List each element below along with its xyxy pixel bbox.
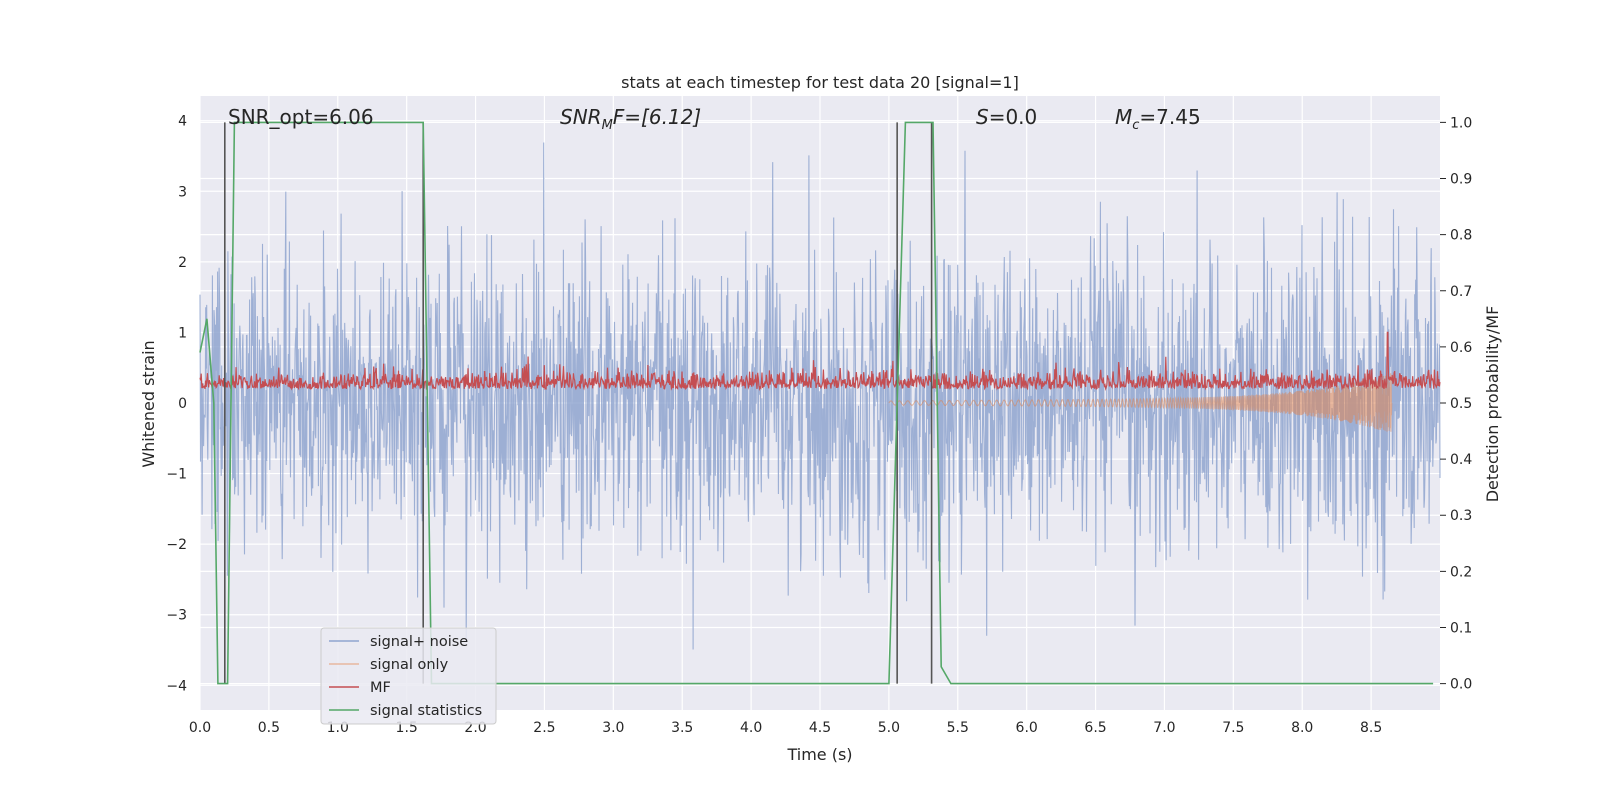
y-tick-label: 2 bbox=[178, 255, 187, 271]
mf-line bbox=[199, 331, 1441, 392]
x-tick-label: 7.5 bbox=[1222, 720, 1244, 736]
y2-tick-label: 0.8 bbox=[1450, 228, 1472, 244]
legend: signal+ noise signal only MF signal stat… bbox=[320, 627, 497, 725]
legend-label-signal-only: signal only bbox=[370, 657, 449, 673]
x-tick-label: 8.5 bbox=[1360, 720, 1382, 736]
mf-series bbox=[199, 331, 1441, 392]
y2-tick-label: 0.1 bbox=[1450, 620, 1472, 636]
y2-tick-label: 0.3 bbox=[1450, 508, 1472, 524]
x-tick-label: 5.5 bbox=[947, 720, 969, 736]
signal-only-series bbox=[888, 373, 1393, 432]
y2-tick-label: 0.5 bbox=[1450, 396, 1472, 412]
x-tick-label: 4.0 bbox=[740, 720, 762, 736]
y2-tick-label: 0.0 bbox=[1450, 677, 1472, 693]
chart-title: stats at each timestep for test data 20 … bbox=[621, 73, 1019, 92]
x-axis-label: Time (s) bbox=[786, 745, 852, 764]
x-tick-label: 5.0 bbox=[878, 720, 900, 736]
annotation-s: S=0.0 bbox=[976, 105, 1037, 129]
y2-tick-label: 1.0 bbox=[1450, 115, 1472, 131]
y2-tick-label: 0.7 bbox=[1450, 284, 1472, 300]
legend-label-signal-noise: signal+ noise bbox=[370, 634, 468, 650]
x-tick-label: 0.5 bbox=[258, 720, 280, 736]
x-tick-label: 4.5 bbox=[809, 720, 831, 736]
y2-tick-label: 0.9 bbox=[1450, 172, 1472, 188]
y-tick-label: 0 bbox=[178, 396, 187, 412]
x-tick-label: 0.0 bbox=[189, 720, 211, 736]
y2-tick-label: 0.4 bbox=[1450, 452, 1472, 468]
signal-only-line bbox=[888, 373, 1393, 432]
y-tick-label: 1 bbox=[178, 325, 187, 341]
x-tick-label: 8.0 bbox=[1291, 720, 1313, 736]
y-tick-label: −2 bbox=[166, 537, 187, 553]
x-tick-label: 6.0 bbox=[1016, 720, 1038, 736]
annotation-mc: Mc=7.45 bbox=[1115, 105, 1201, 133]
y-tick-label: 3 bbox=[178, 184, 187, 200]
legend-label-signal-statistics: signal statistics bbox=[370, 703, 482, 719]
y2-tick-label: 0.6 bbox=[1450, 340, 1472, 356]
annotation-snr-mf: SNRMF=[6.12] bbox=[560, 105, 701, 133]
y-axis-label: Whitened strain bbox=[139, 340, 158, 467]
signal-noise-series bbox=[199, 142, 1441, 650]
y2-axis-ticks: 1.0 0.9 0.8 0.7 0.6 0.5 0.4 0.3 0.2 0.1 0.0 bbox=[1440, 115, 1472, 693]
y2-axis-label: Detection probability/MF bbox=[1483, 306, 1502, 503]
x-tick-label: 6.5 bbox=[1084, 720, 1106, 736]
x-tick-label: 7.0 bbox=[1153, 720, 1175, 736]
x-tick-label: 2.5 bbox=[533, 720, 555, 736]
signal-noise-line bbox=[199, 142, 1441, 650]
y-tick-label: 4 bbox=[178, 114, 187, 130]
legend-label-mf: MF bbox=[370, 680, 391, 696]
y-tick-label: −1 bbox=[166, 467, 187, 483]
annotation-snr-opt: SNR_opt=6.06 bbox=[228, 105, 374, 129]
legend-box bbox=[320, 627, 497, 725]
x-tick-label: 3.0 bbox=[602, 720, 624, 736]
x-tick-label: 3.5 bbox=[671, 720, 693, 736]
y-tick-label: −3 bbox=[166, 608, 187, 624]
y2-tick-label: 0.2 bbox=[1450, 564, 1472, 580]
y-axis-ticks: 4 3 2 1 0 −1 −2 −3 −4 bbox=[166, 114, 187, 695]
y-tick-label: −4 bbox=[166, 678, 187, 694]
